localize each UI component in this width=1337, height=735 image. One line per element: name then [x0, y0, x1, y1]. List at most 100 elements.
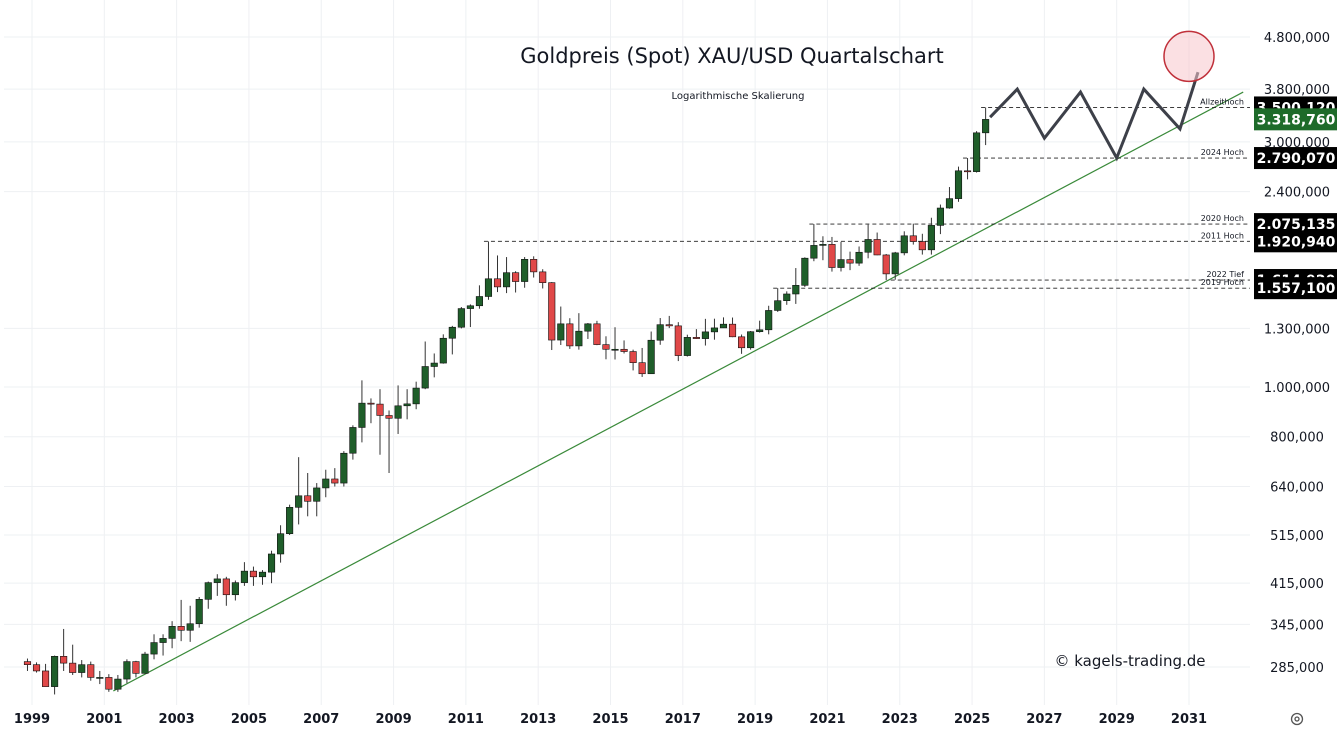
watermark: © kagels-trading.de [1054, 652, 1205, 670]
candle-up [484, 278, 493, 297]
candle-up [286, 507, 294, 535]
candle-up [475, 296, 483, 307]
candle-down [620, 348, 628, 352]
candle-down [665, 324, 673, 327]
projection-path [989, 71, 1200, 162]
gear-icon[interactable] [1290, 712, 1304, 726]
x-tick-label: 2001 [86, 712, 122, 727]
price-badge [1254, 108, 1337, 131]
candle-up [747, 331, 755, 349]
candle-up [51, 656, 59, 687]
candle-up [186, 623, 194, 631]
x-tick-label: 1999 [14, 712, 50, 727]
x-tick-label: 2009 [375, 712, 411, 727]
x-tick-label: 2007 [303, 712, 339, 727]
candle-up [855, 251, 863, 264]
candle-up [150, 642, 158, 655]
candle-up [647, 339, 655, 375]
candle-up [195, 599, 203, 625]
candle-up [322, 478, 330, 489]
price-badges: 3.500,1203.318,7602.790,0702.075,1351.92… [1254, 96, 1337, 300]
candle-up [421, 366, 429, 389]
level-label: 2011 Hoch [1201, 231, 1244, 240]
candle-up [982, 119, 990, 134]
candle-up [349, 427, 357, 454]
level-label: 2022 Tief [1206, 270, 1244, 279]
candle-down [105, 677, 113, 690]
candle-up [295, 495, 303, 508]
candle-up [765, 310, 773, 331]
candle-down [692, 337, 700, 339]
candle-down [909, 235, 917, 242]
chart-subtitle: Logarithmische Skalierung [672, 91, 805, 102]
candle-down [42, 670, 50, 687]
candle-down [674, 325, 682, 356]
candle-up [611, 348, 619, 351]
x-tick-label: 2029 [1099, 712, 1135, 727]
candle-down [69, 662, 77, 673]
x-tick-label: 2027 [1026, 712, 1062, 727]
candle-down [493, 278, 502, 288]
y-tick-label: 640,000 [1270, 481, 1324, 496]
candle-up [557, 323, 565, 341]
candle-up [403, 403, 411, 407]
candle-up [783, 293, 791, 301]
y-tick-label: 1.000,000 [1264, 381, 1330, 396]
y-tick-label: 345,000 [1270, 618, 1324, 633]
candle-up [313, 487, 321, 502]
candle-up [945, 198, 954, 209]
candle-up [575, 330, 583, 347]
candle-up [457, 308, 465, 328]
candle-up [258, 571, 267, 578]
y-tick-label: 3.800,000 [1264, 83, 1330, 98]
y-tick-label: 285,000 [1270, 661, 1324, 676]
price-badge [1254, 230, 1337, 253]
price-badge [1254, 277, 1337, 300]
candle-down [249, 570, 258, 578]
candle-up [810, 245, 818, 259]
price-badge-label: 3.318,760 [1257, 112, 1336, 128]
candle-up [656, 324, 664, 341]
candle-up [936, 207, 944, 226]
candle-up [503, 272, 511, 288]
x-tick-label: 2005 [231, 712, 267, 727]
x-tick-label: 2025 [954, 712, 990, 727]
x-tick-label: 2003 [159, 712, 195, 727]
candle-down [222, 578, 230, 596]
annotations-layer [1163, 30, 1215, 83]
candle-up [159, 638, 167, 643]
candle-up [114, 678, 122, 690]
candle-up [168, 626, 176, 639]
candle-up [123, 661, 131, 680]
candle-up [141, 653, 149, 674]
candle-down [87, 664, 95, 678]
candle-up [756, 329, 764, 333]
candle-up [900, 235, 908, 254]
candle-up [78, 664, 86, 673]
x-tick-label: 2021 [809, 712, 845, 727]
candle-up [710, 327, 718, 333]
candle-down [629, 351, 637, 363]
candle-down [638, 362, 646, 375]
level-label: 2019 Hoch [1201, 278, 1244, 287]
candle-up [430, 362, 438, 367]
candle-down [566, 323, 574, 347]
time-axis[interactable]: 1999 2001 2003 2005 2007 2009 2011 2013 2015 2017… [14, 712, 1207, 727]
candle-down [548, 282, 556, 341]
x-tick-label: 2019 [737, 712, 773, 727]
x-tick-label: 2015 [592, 712, 628, 727]
candle-down [539, 271, 547, 283]
chart-title: Goldpreis (Spot) XAU/USD Quartalschart [520, 44, 944, 68]
candle-down [918, 241, 926, 251]
y-tick-label: 415,000 [1270, 577, 1324, 592]
candle-down [963, 170, 972, 173]
candle-up [96, 677, 104, 679]
projection-layer [989, 71, 1200, 162]
candle-up [204, 582, 212, 600]
x-tick-label: 2031 [1171, 712, 1207, 727]
x-tick-label: 2017 [665, 712, 701, 727]
candle-down [882, 254, 890, 275]
level-label: 2020 Hoch [1201, 214, 1244, 223]
candle-up [719, 323, 728, 329]
